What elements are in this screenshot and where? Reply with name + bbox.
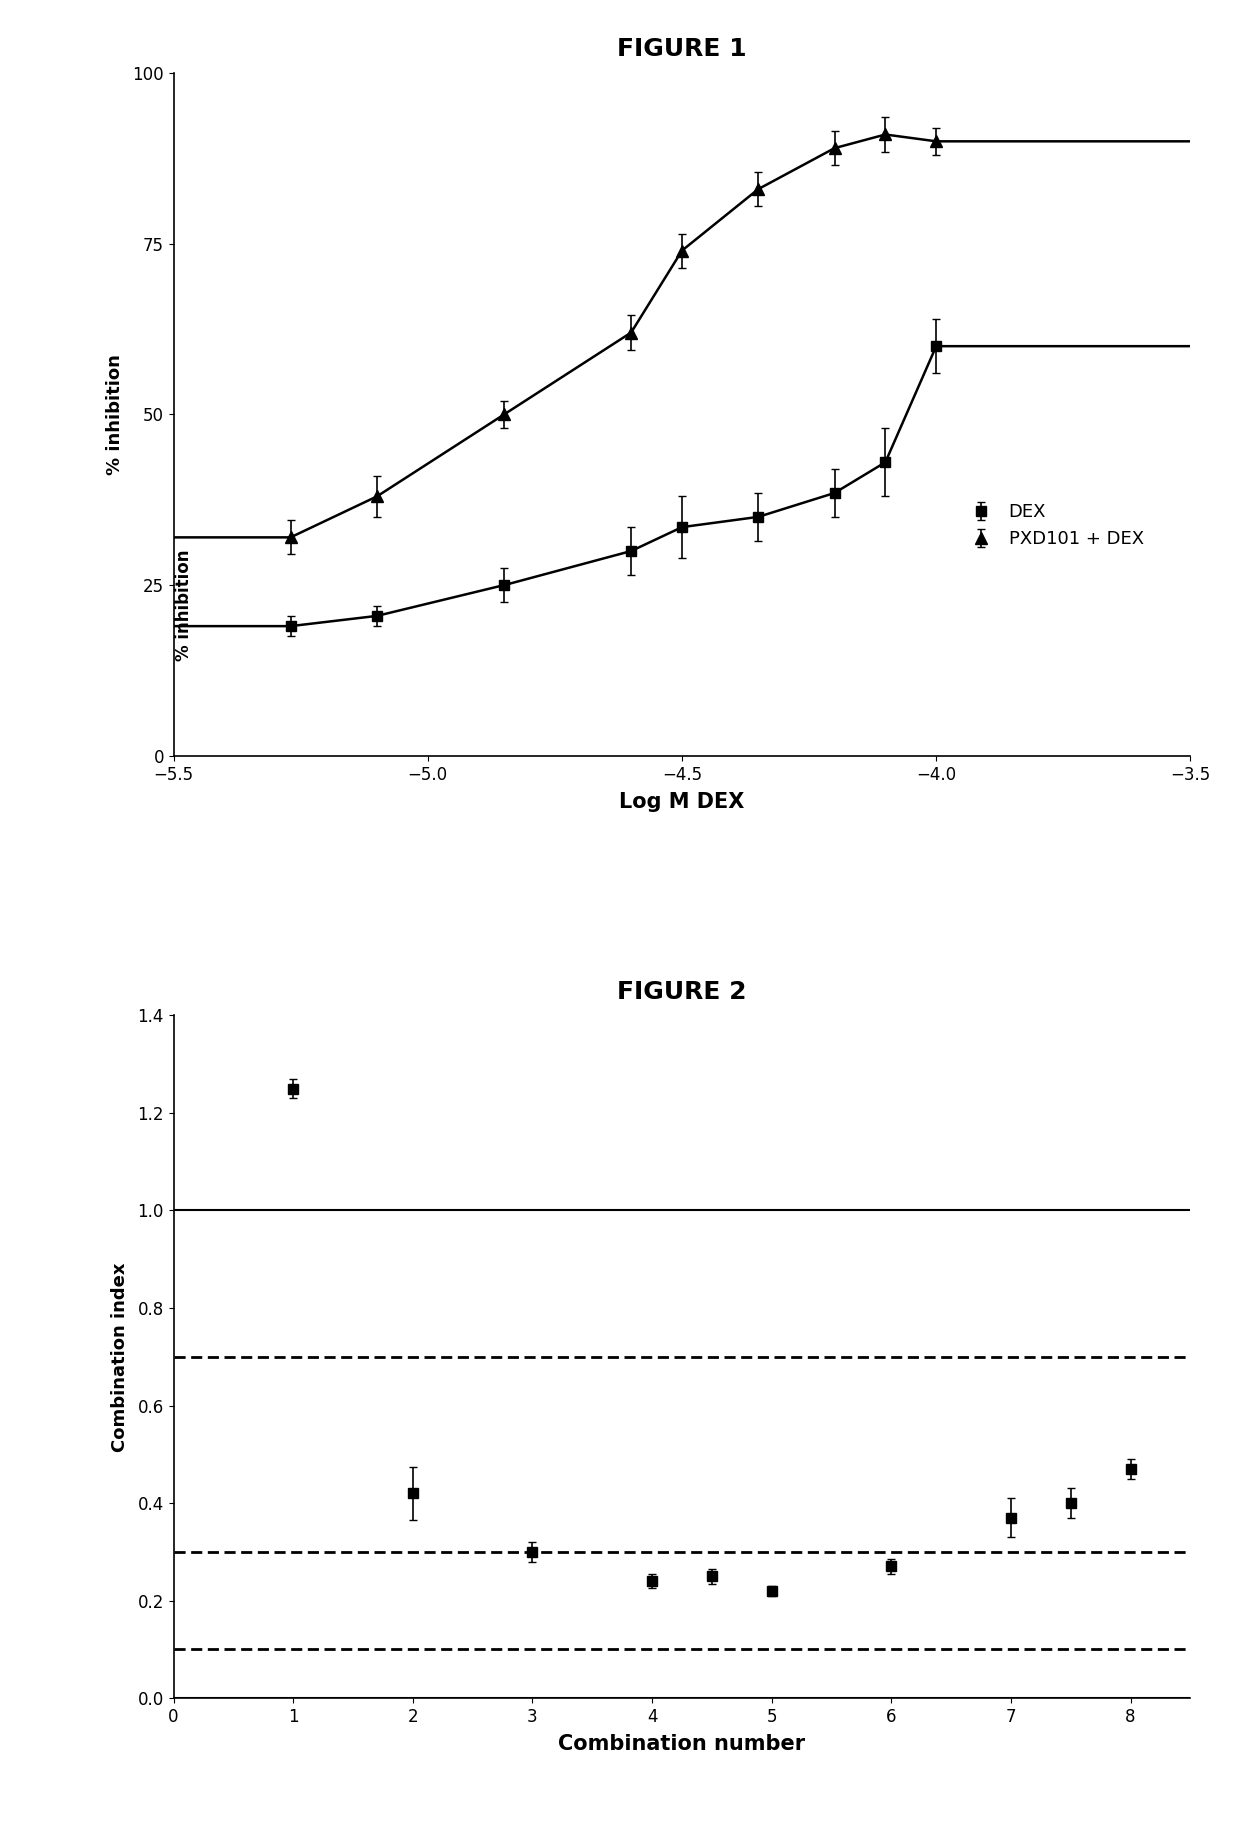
X-axis label: Log M DEX: Log M DEX — [619, 792, 745, 813]
Title: FIGURE 1: FIGURE 1 — [618, 37, 746, 62]
Y-axis label: Combination index: Combination index — [112, 1262, 129, 1452]
Title: FIGURE 2: FIGURE 2 — [618, 981, 746, 1004]
X-axis label: Combination number: Combination number — [558, 1735, 806, 1755]
Legend: DEX, PXD101 + DEX: DEX, PXD101 + DEX — [960, 497, 1151, 555]
Y-axis label: % inhibition: % inhibition — [105, 354, 124, 475]
Text: % inhibition: % inhibition — [175, 550, 192, 661]
